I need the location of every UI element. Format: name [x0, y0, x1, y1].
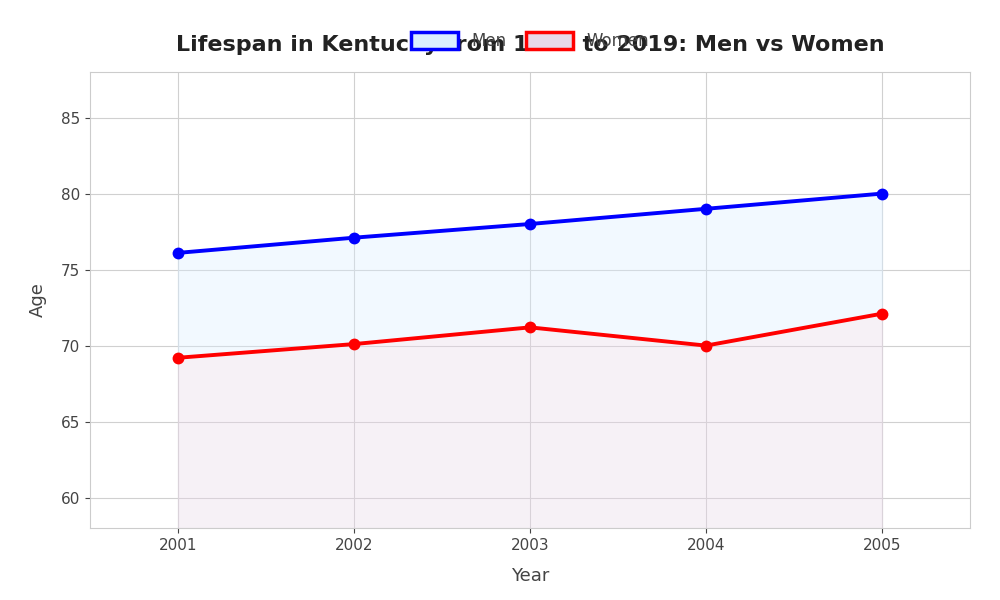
- Legend: Men, Women: Men, Women: [404, 26, 656, 57]
- Title: Lifespan in Kentucky from 1986 to 2019: Men vs Women: Lifespan in Kentucky from 1986 to 2019: …: [176, 35, 884, 55]
- Y-axis label: Age: Age: [29, 283, 47, 317]
- X-axis label: Year: Year: [511, 566, 549, 584]
